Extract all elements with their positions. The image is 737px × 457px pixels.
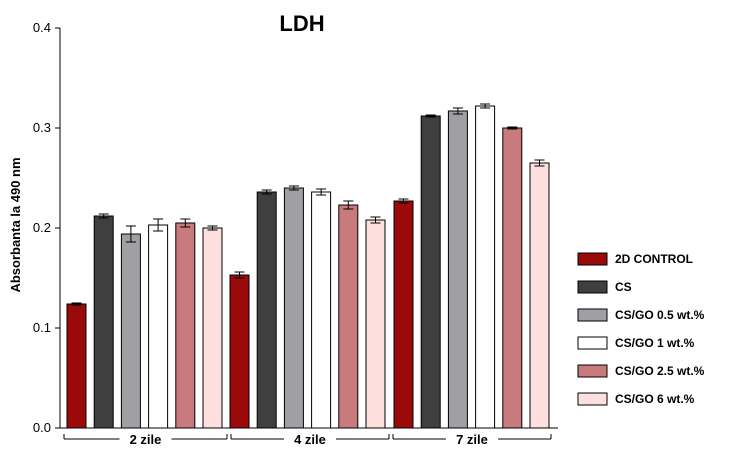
- bar: [93, 215, 114, 429]
- bar: [256, 191, 277, 429]
- axes: 0.0 0.1 0.2 0.3 0.4: [33, 20, 558, 435]
- bar: [338, 204, 359, 429]
- bars-layer: [66, 105, 550, 429]
- error-bars-layer: [71, 103, 545, 306]
- bar: [475, 105, 496, 429]
- legend-label: CS/GO 2.5 wt.%: [615, 364, 705, 378]
- y-axis-label: Absorbanta la 490 nm: [8, 157, 23, 292]
- bar: [66, 303, 87, 429]
- legend-label: CS: [615, 280, 632, 294]
- legend-swatch: [577, 392, 608, 406]
- legend: 2D CONTROL CS CS/GO 0.5 wt.% CS/GO 1 wt.% CS…: [577, 252, 705, 406]
- y-tick-label: 0.0: [33, 420, 51, 435]
- y-tick-label: 0.3: [33, 120, 51, 135]
- bar: [120, 233, 141, 429]
- bar: [148, 224, 169, 429]
- y-tick-label: 0.1: [33, 320, 51, 335]
- y-tick-label: 0.2: [33, 220, 51, 235]
- legend-label: CS/GO 1 wt.%: [615, 336, 695, 350]
- x-category-label: 7 zile: [456, 432, 488, 447]
- legend-label: CS/GO 0.5 wt.%: [615, 308, 705, 322]
- legend-swatch: [577, 364, 608, 378]
- legend-label: CS/GO 6 wt.%: [615, 392, 695, 406]
- chart-title: LDH: [279, 11, 324, 36]
- bar: [283, 187, 304, 429]
- bar: [420, 115, 441, 429]
- group-labels: 2 zile 4 zile 7 zile: [63, 432, 552, 447]
- legend-swatch: [577, 308, 608, 322]
- x-category-label: 2 zile: [130, 432, 162, 447]
- legend-swatch: [577, 336, 608, 350]
- bar: [202, 227, 223, 429]
- bar: [311, 191, 332, 429]
- bar: [229, 274, 250, 429]
- x-category-label: 4 zile: [294, 432, 326, 447]
- bar: [393, 200, 414, 429]
- bar: [502, 127, 523, 429]
- legend-label: 2D CONTROL: [615, 252, 693, 266]
- y-tick-label: 0.4: [33, 20, 51, 35]
- bar: [175, 222, 196, 429]
- bar: [365, 219, 386, 429]
- bar: [447, 110, 468, 429]
- bar: [529, 162, 550, 429]
- legend-swatch: [577, 252, 608, 266]
- legend-swatch: [577, 280, 608, 294]
